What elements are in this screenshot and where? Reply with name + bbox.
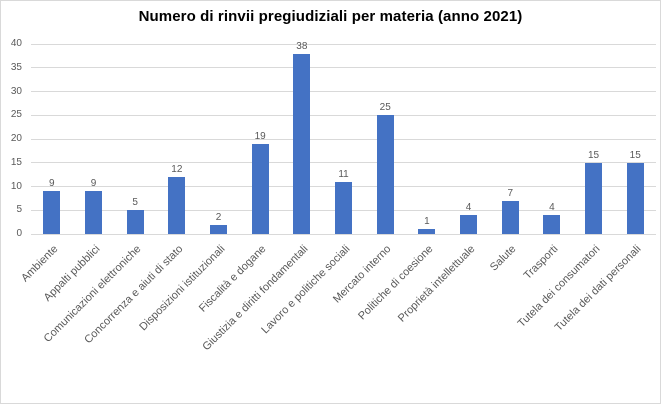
y-tick-label: 25 xyxy=(10,109,22,121)
bar-value-label: 4 xyxy=(549,202,555,213)
bar-value-label: 19 xyxy=(254,130,266,142)
x-axis: Ambiente Appalti pubblici Comunicazioni el… xyxy=(19,238,656,403)
bar-value-label: 38 xyxy=(296,40,308,52)
chart-title: Numero di rinvii pregiudiziali per mater… xyxy=(138,8,523,25)
bar-value-label: 15 xyxy=(588,149,600,161)
bar-column: 15 xyxy=(573,44,615,234)
bar-value-label: 7 xyxy=(507,187,513,199)
bar-value-label: 5 xyxy=(132,197,138,209)
gridline xyxy=(31,233,656,235)
bar: 9 xyxy=(43,178,61,234)
bar-value-label: 25 xyxy=(379,102,391,114)
bar: 38 xyxy=(293,41,311,234)
bar-column: 4 xyxy=(531,44,573,234)
bar-column: 1 xyxy=(406,44,448,234)
bar: 12 xyxy=(168,164,186,234)
x-tick-label: Proprietà intellettuale xyxy=(395,243,477,325)
y-tick-label: 40 xyxy=(10,38,22,49)
bar-column: 11 xyxy=(323,44,365,234)
y-tick-label: 30 xyxy=(10,85,22,97)
bar-value-label: 4 xyxy=(465,202,472,213)
bar: 1 xyxy=(418,216,436,234)
gridline xyxy=(31,43,656,45)
bar: 19 xyxy=(251,131,269,234)
bar: 4 xyxy=(543,202,561,234)
bar-column: 7 xyxy=(489,44,531,234)
bar-value-label: 1 xyxy=(424,216,430,228)
bar-column: 2 xyxy=(198,44,240,234)
x-tick-label: Politiche di coesione xyxy=(355,243,436,323)
y-tick-label: 5 xyxy=(16,204,22,216)
bar: 25 xyxy=(376,102,394,234)
bar-value-label: 9 xyxy=(49,178,55,190)
bar: 4 xyxy=(460,202,478,234)
y-tick-label: 15 xyxy=(10,156,22,168)
bar-column: 38 xyxy=(281,41,323,234)
x-tick-label: Ambiente xyxy=(18,243,61,285)
bar-value-label: 2 xyxy=(215,211,222,223)
bar: 9 xyxy=(85,178,102,234)
bar: 15 xyxy=(626,150,644,234)
x-tick-label: Tutela dei dati personali xyxy=(552,243,644,334)
y-tick-label: 0 xyxy=(16,228,22,239)
bar-column: 9 xyxy=(31,44,73,234)
x-tick-label: Trasporti xyxy=(521,243,561,282)
bar-value-label: 11 xyxy=(338,168,349,180)
x-tick-label: Salute xyxy=(488,243,519,274)
bar-value-label: 9 xyxy=(90,178,97,190)
gridline xyxy=(31,138,656,140)
bar: 7 xyxy=(501,188,519,234)
bar-column: 25 xyxy=(364,44,406,234)
bar: 2 xyxy=(210,212,228,234)
bar: 15 xyxy=(585,150,603,234)
bar-column: 5 xyxy=(114,44,156,234)
bar-column: 12 xyxy=(156,44,198,234)
bar-column: 9 xyxy=(73,44,115,234)
bar-column: 15 xyxy=(614,44,656,234)
x-tick-label: Tutela dei consumatori xyxy=(515,243,602,330)
bar-series: 9 9 5 12 2 19 38 11 25 1 4 7 4 15 15 xyxy=(31,41,656,234)
bar-value-label: 12 xyxy=(171,164,183,175)
y-tick-label: 35 xyxy=(10,61,22,73)
gridline xyxy=(31,162,656,164)
bar: 5 xyxy=(126,197,144,234)
gridline xyxy=(31,67,656,69)
bar-column: 4 xyxy=(448,44,490,234)
y-tick-label: 10 xyxy=(10,180,22,192)
bar: 11 xyxy=(335,169,353,234)
y-axis: 0 5 10 15 20 25 30 35 40 xyxy=(1,39,27,239)
gridline xyxy=(31,114,656,116)
bar-value-label: 15 xyxy=(629,149,641,161)
bar-column: 19 xyxy=(239,44,281,234)
gridline xyxy=(31,91,656,92)
plot-area: 9 9 5 12 2 19 38 11 25 1 4 7 4 15 15 xyxy=(31,41,656,235)
y-tick-label: 20 xyxy=(10,133,22,144)
